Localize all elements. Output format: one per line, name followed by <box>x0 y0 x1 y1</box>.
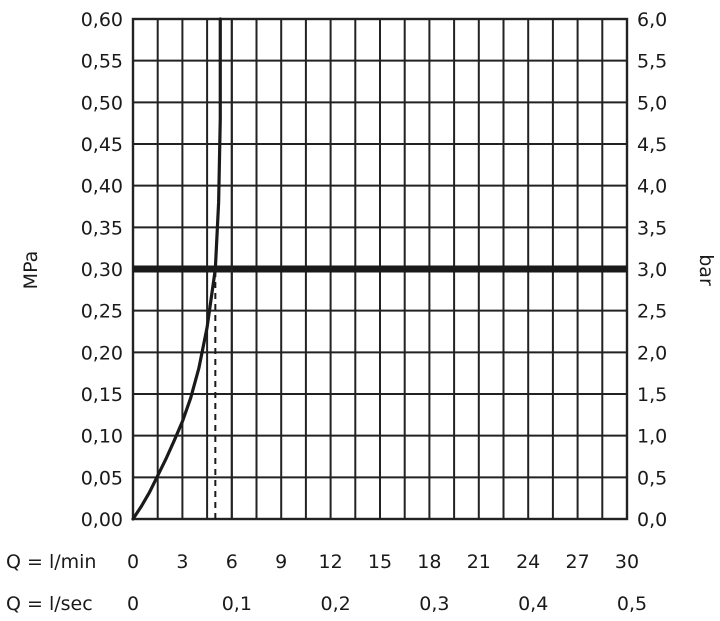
y-left-tick-label: 0,20 <box>81 342 123 364</box>
x-primary-axis-label: Q = l/min <box>6 551 96 573</box>
y-right-tick-label: 3,0 <box>637 259 667 281</box>
x-primary-tick-label: 3 <box>176 551 188 573</box>
y-right-tick-label: 2,5 <box>637 301 667 323</box>
y-right-tick-label: 2,0 <box>637 342 667 364</box>
x-primary-tick-label: 9 <box>275 551 287 573</box>
y-right-tick-label: 4,5 <box>637 134 667 156</box>
y-right-tick-label: 6,0 <box>637 9 667 31</box>
y-right-tick-labels: 0,0 0,5 1,0 1,5 2,0 2,5 3,0 3,5 4,0 4,5 5,0 5,5 6,0 <box>637 9 667 531</box>
y-left-tick-label: 0,00 <box>81 509 123 531</box>
x-primary-tick-labels: 0 3 6 9 12 15 18 21 24 27 30 <box>127 551 639 573</box>
y-left-tick-label: 0,55 <box>81 51 123 73</box>
y-right-tick-label: 5,5 <box>637 51 667 73</box>
y-right-tick-label: 1,0 <box>637 426 667 448</box>
y-right-tick-label: 1,5 <box>637 384 667 406</box>
x-secondary-tick-label: 0,3 <box>419 593 449 615</box>
x-primary-tick-label: 0 <box>127 551 139 573</box>
y-left-tick-label: 0,45 <box>81 134 123 156</box>
series-line <box>131 17 222 521</box>
y-left-tick-label: 0,35 <box>81 217 123 239</box>
y-left-tick-label: 0,30 <box>81 259 123 281</box>
x-primary-tick-label: 24 <box>516 551 540 573</box>
x-secondary-tick-label: 0,5 <box>617 593 647 615</box>
x-secondary-tick-label: 0,4 <box>518 593 548 615</box>
x-primary-tick-label: 21 <box>467 551 491 573</box>
y-left-axis-label: MPa <box>20 251 42 290</box>
y-left-tick-label: 0,25 <box>81 301 123 323</box>
x-secondary-tick-label: 0,1 <box>222 593 252 615</box>
x-secondary-axis-label: Q = l/sec <box>6 593 93 615</box>
y-right-tick-label: 4,0 <box>637 176 667 198</box>
y-right-tick-label: 0,0 <box>637 509 667 531</box>
y-left-tick-label: 0,40 <box>81 176 123 198</box>
y-left-tick-label: 0,60 <box>81 9 123 31</box>
y-left-tick-label: 0,15 <box>81 384 123 406</box>
x-primary-tick-label: 30 <box>615 551 639 573</box>
x-primary-tick-label: 12 <box>319 551 343 573</box>
y-right-tick-label: 3,5 <box>637 217 667 239</box>
y-left-tick-label: 0,05 <box>81 467 123 489</box>
y-right-axis-label: bar <box>695 254 717 286</box>
x-primary-tick-label: 15 <box>368 551 392 573</box>
series-layer <box>131 17 222 521</box>
x-secondary-tick-label: 0 <box>127 593 139 615</box>
y-right-tick-label: 0,5 <box>637 467 667 489</box>
y-left-tick-labels: 0,00 0,05 0,10 0,15 0,20 0,25 0,30 0,35 0,40 0,45… <box>81 9 123 531</box>
y-left-tick-label: 0,10 <box>81 426 123 448</box>
x-primary-tick-label: 18 <box>417 551 441 573</box>
y-left-tick-label: 0,50 <box>81 92 123 114</box>
x-primary-tick-label: 6 <box>226 551 238 573</box>
x-primary-tick-label: 27 <box>566 551 590 573</box>
x-secondary-tick-labels: 0 0,1 0,2 0,3 0,4 0,5 <box>127 593 647 615</box>
y-right-tick-label: 5,0 <box>637 92 667 114</box>
x-secondary-tick-label: 0,2 <box>320 593 350 615</box>
